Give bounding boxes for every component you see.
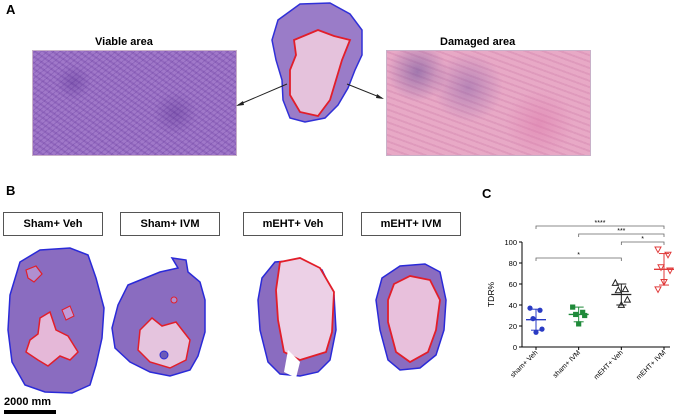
data-point [617, 300, 626, 308]
scale-bar [4, 410, 56, 414]
tissue-meht-ivm [375, 263, 447, 371]
tdr-chart: 0 20 40 60 80 100 TDR% sham+ Veh sham+ IVM mEHT+ … [486, 220, 674, 382]
significance-label: **** [595, 220, 606, 227]
data-point [580, 309, 586, 315]
damaged-area-title: Damaged area [440, 36, 516, 48]
data-point [654, 286, 662, 294]
data-point [539, 326, 545, 332]
data-point [533, 329, 539, 335]
data-point [576, 321, 582, 327]
overview-section [271, 2, 363, 123]
data-point [657, 264, 665, 272]
panel-b-label: B [6, 183, 16, 198]
x-tick-label: mEHT+ IVM [635, 349, 667, 381]
y-tick-label: 60 [509, 280, 517, 289]
significance-label: *** [617, 228, 625, 235]
x-tick-label: sham+ Veh [510, 349, 540, 379]
group-label-sham-ivm: Sham+ IVM [120, 212, 220, 236]
significance-bar [620, 241, 665, 245]
data-point [621, 284, 630, 293]
x-tick-label: mEHT+ Veh [593, 349, 625, 381]
data-point [611, 278, 620, 286]
viable-area-title: Viable area [95, 36, 153, 48]
tissue-sham-ivm [111, 257, 206, 377]
tissue-sham-veh [7, 247, 105, 394]
tissue-meht-veh [257, 257, 337, 378]
group-label-meht-veh: mEHT+ Veh [243, 212, 343, 236]
significance-bar [535, 225, 665, 229]
data-point [666, 267, 674, 275]
y-axis-label: TDR% [486, 282, 496, 307]
group-label-sham-veh: Sham+ Veh [3, 212, 103, 236]
significance-label: * [641, 236, 644, 243]
damaged-area-micrograph [386, 50, 591, 156]
data-point [623, 295, 632, 303]
data-point [570, 304, 576, 310]
panel-a-label: A [6, 2, 16, 17]
y-tick-label: 80 [509, 259, 517, 268]
panel-c-label: C [482, 186, 492, 201]
data-point [537, 307, 543, 313]
significance-label: * [577, 252, 580, 259]
y-tick-label: 0 [513, 343, 517, 352]
data-point [530, 316, 536, 322]
scale-bar-label: 2000 mm [4, 396, 52, 408]
data-point [614, 286, 623, 294]
y-tick-label: 20 [509, 322, 517, 331]
data-point [654, 246, 662, 254]
data-point [582, 312, 588, 319]
group-label-meht-ivm: mEHT+ IVM [361, 212, 461, 236]
data-point [660, 279, 668, 287]
data-point [573, 311, 579, 318]
viable-area-micrograph [32, 50, 237, 156]
significance-bar [578, 233, 665, 237]
y-tick-label: 100 [504, 238, 517, 247]
data-point [527, 305, 533, 311]
x-tick-label: sham+ IVM [552, 349, 582, 379]
y-tick-label: 40 [509, 301, 517, 310]
data-point [664, 251, 672, 259]
significance-bar [535, 257, 622, 261]
